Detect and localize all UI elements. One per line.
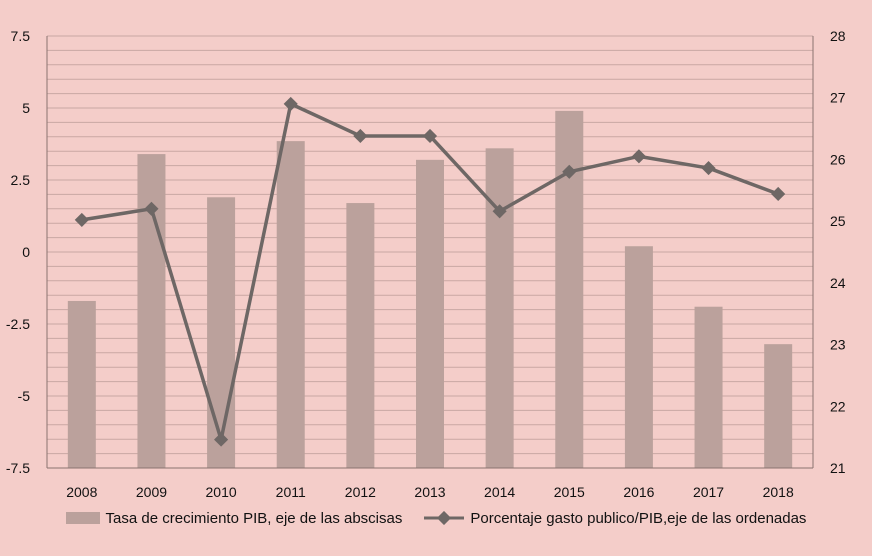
bar-2012 (346, 203, 375, 469)
right-tick-label: 28 (830, 28, 846, 44)
bar-2014 (485, 148, 514, 468)
left-tick-label: -5 (18, 388, 31, 404)
line-point-2015 (562, 164, 577, 179)
bar-2011 (276, 141, 305, 468)
x-tick-label: 2017 (693, 484, 724, 500)
legend-item-bar: Tasa de crecimiento PIB, eje de las absc… (65, 509, 403, 527)
bar-2008 (67, 300, 96, 468)
axes (46, 36, 814, 469)
line-point-2009 (144, 201, 159, 216)
line-series (74, 96, 786, 447)
x-tick-label: 2016 (623, 484, 654, 500)
left-tick-label: -2.5 (6, 316, 30, 332)
bar-2010 (207, 197, 236, 468)
line-point-2017 (701, 160, 716, 176)
legend-label-line: Porcentaje gasto publico/PIB,eje de las … (470, 509, 807, 527)
right-tick-label: 22 (830, 398, 846, 414)
legend-item-line: Porcentaje gasto publico/PIB,eje de las … (424, 510, 806, 527)
bar-2016 (624, 246, 653, 468)
bar-2013 (416, 159, 444, 468)
tick-labels: 7.5 5 2.5 0 -2.5 -5 -7.5 28 27 26 25 24 23 22 21 2008 20… (6, 28, 846, 500)
bar-series (67, 110, 793, 469)
x-tick-label: 2013 (414, 484, 445, 500)
combo-chart: 7.5 5 2.5 0 -2.5 -5 -7.5 28 27 26 25 24 23 22 21 2008 20… (6, 28, 846, 500)
legend: Tasa de crecimiento PIB, eje de las absc… (0, 506, 872, 530)
line-point-2012 (353, 128, 368, 144)
right-tick-label: 23 (830, 337, 846, 353)
line-point-2013 (422, 128, 438, 144)
bar-2009 (137, 154, 166, 468)
x-tick-label: 2015 (554, 484, 585, 500)
right-tick-label: 21 (830, 460, 846, 476)
right-tick-label: 26 (830, 151, 846, 167)
legend-label-bar: Tasa de crecimiento PIB, eje de las absc… (105, 509, 403, 527)
line-point-2010 (214, 432, 229, 447)
x-tick-label: 2018 (763, 484, 794, 500)
right-tick-label: 24 (830, 275, 846, 291)
bar-2017 (694, 306, 723, 468)
x-tick-label: 2011 (276, 484, 306, 500)
x-tick-label: 2010 (206, 484, 237, 500)
line-point-2008 (74, 212, 89, 227)
left-tick-label: -7.5 (6, 460, 30, 476)
line-point-2014 (492, 204, 507, 219)
left-tick-label: 5 (22, 100, 30, 116)
legend-bar-swatch (65, 512, 100, 524)
x-tick-label: 2008 (66, 484, 97, 500)
left-tick-label: 0 (22, 244, 30, 260)
x-tick-label: 2012 (345, 484, 376, 500)
right-tick-label: 25 (830, 213, 846, 229)
right-tick-label: 27 (830, 90, 846, 106)
line-point-2018 (771, 186, 786, 202)
left-tick-label: 7.5 (11, 28, 31, 44)
x-tick-label: 2009 (136, 484, 167, 500)
bar-2015 (555, 110, 584, 468)
bar-2018 (764, 344, 793, 468)
legend-line-swatch (424, 511, 465, 525)
line-point-2016 (631, 149, 646, 164)
line-point-2011 (283, 96, 298, 111)
x-tick-label: 2014 (484, 484, 515, 500)
left-tick-label: 2.5 (11, 172, 31, 188)
